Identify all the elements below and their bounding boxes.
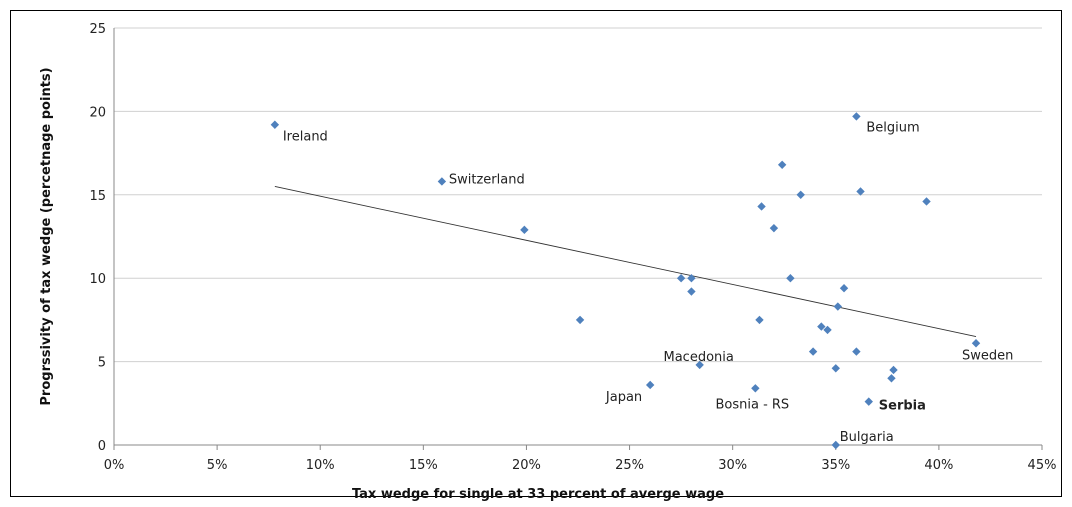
data-point [270,120,280,129]
data-point [437,177,447,186]
point-label: Bosnia - RS [715,397,789,412]
data-point [575,315,585,325]
point-label: Switzerland [449,172,525,187]
data-point [833,302,843,311]
x-tick-label: 45% [1028,458,1057,473]
point-label: Serbia [879,399,926,414]
x-tick-label: 0% [104,458,125,473]
x-tick-label: 25% [615,458,644,473]
y-tick-label: 5 [98,356,106,371]
trendline-group [274,186,977,338]
data-point [687,274,696,283]
data-point [808,347,818,356]
data-point [831,364,840,373]
data-point [687,287,696,296]
point-label: Sweden [962,348,1013,363]
x-tick-label: 10% [306,458,335,473]
data-points [270,112,981,450]
point-label: Bulgaria [840,430,894,445]
data-point [676,274,686,283]
data-point [922,197,931,206]
data-point [839,284,849,293]
data-point [971,339,981,348]
y-axis-title: Progrssivity of tax wedge (percetnage po… [39,67,54,405]
x-tick-label: 35% [821,458,850,473]
data-point [755,315,764,325]
data-point [852,112,861,121]
data-point [757,202,766,211]
gridlines [114,27,1042,363]
x-axis-title: Tax wedge for single at 33 percent of av… [352,487,724,502]
data-point [889,365,898,375]
trendline [274,186,977,338]
y-tick-label: 10 [89,272,106,287]
chart-frame [10,10,1062,497]
data-point [786,274,795,283]
point-label: Belgium [866,120,919,135]
data-point [695,360,704,370]
point-labels: Ireland Switzerland Japan Macedonia Bosnia -… [283,120,1014,445]
data-point [777,160,787,169]
data-point [645,380,655,390]
x-tick-label: 5% [207,458,228,473]
x-tick-label: 40% [924,458,953,473]
point-label: Macedonia [663,350,733,365]
data-point [796,190,805,199]
x-tick-label: 30% [718,458,747,473]
y-tick-label: 0 [98,439,106,454]
data-point [864,397,873,406]
data-point [852,347,861,356]
y-tick-label: 15 [89,189,106,204]
point-label: Ireland [283,130,328,145]
data-point [520,225,529,235]
axes [113,28,1043,450]
data-point [817,322,826,331]
x-tick-label: 20% [512,458,541,473]
tick-labels: 0 5 10 15 20 25 0% 5% 10% 15% 20% 25% 30% 35% 40% 45% [89,22,1056,473]
data-point [831,440,840,450]
x-tick-label: 15% [409,458,438,473]
y-tick-label: 25 [89,22,106,37]
y-tick-label: 20 [89,105,106,120]
data-point [887,374,896,383]
data-point [769,223,779,233]
data-point [856,187,865,196]
point-label: Japan [605,390,642,405]
data-point [751,384,760,393]
data-point [823,325,832,335]
